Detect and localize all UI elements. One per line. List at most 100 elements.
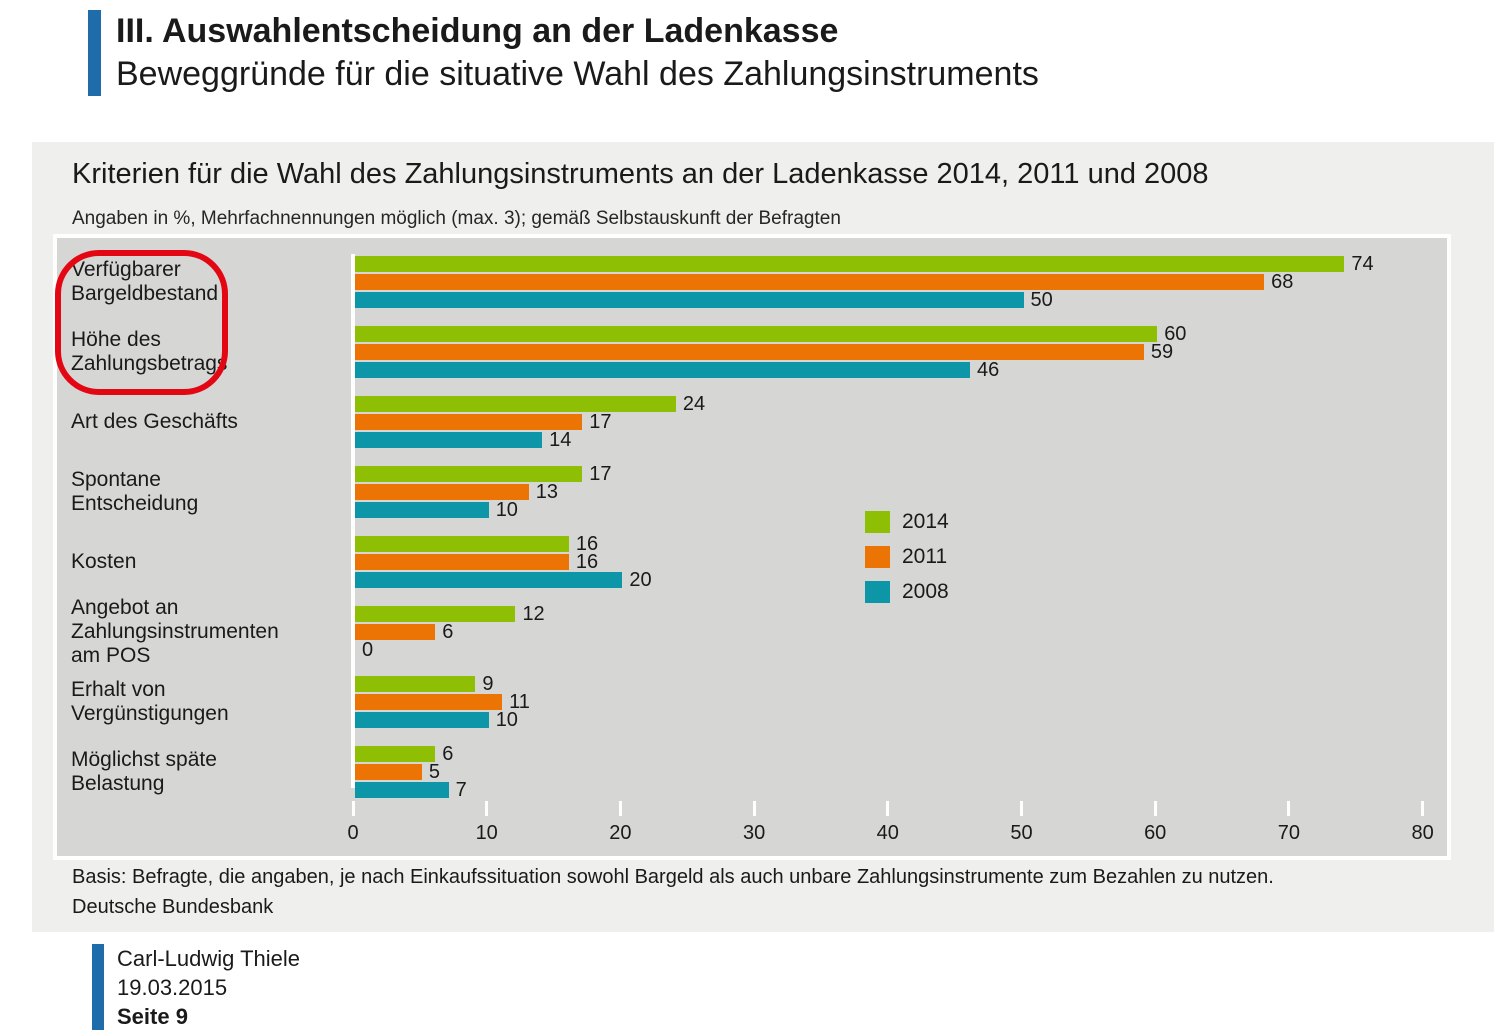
bar-value-label: 17 — [589, 410, 612, 433]
bar-group: 60 59 46 — [355, 323, 1447, 381]
axis-tick-label: 0 — [347, 822, 359, 844]
legend-swatch — [865, 581, 890, 603]
legend-item: 2011 — [865, 545, 949, 569]
category-label: Möglichst späte Belastung — [71, 748, 217, 795]
legend-swatch — [865, 511, 890, 533]
slide-subtitle: Beweggründe für die situative Wahl des Z… — [116, 55, 1039, 93]
bar-value-label: 24 — [682, 392, 706, 415]
chart-title: Kriterien für die Wahl des Zahlungsinstr… — [72, 158, 1209, 190]
bar-row: 17 — [355, 463, 612, 485]
bar-value-label: 16 — [575, 550, 599, 573]
axis-tick — [752, 801, 756, 816]
axis-tick — [886, 801, 890, 816]
bar-2014 — [355, 536, 569, 552]
bar-row: 9 — [355, 673, 493, 695]
legend-label: 2014 — [902, 510, 949, 533]
slide-header: III. Auswahlentscheidung an der Ladenkas… — [88, 10, 1039, 96]
bar-2014 — [355, 676, 476, 692]
bar-row: 11 — [355, 691, 530, 713]
footer-author: Carl-Ludwig Thiele — [117, 946, 301, 971]
bar-value-label: 17 — [589, 462, 612, 485]
chart-legend: 2014 2011 2008 — [865, 510, 949, 615]
axis-tick-label: 30 — [742, 822, 766, 844]
footer-date: 19.03.2015 — [117, 975, 228, 1000]
bar-value-label: 74 — [1351, 252, 1374, 275]
bar-row: 24 — [355, 393, 705, 415]
bar-row: 10 — [355, 499, 518, 521]
bar-value-label: 59 — [1150, 340, 1174, 363]
bar-value-label: 68 — [1271, 270, 1294, 293]
bar-2014 — [355, 606, 516, 622]
bar-2011 — [355, 694, 503, 710]
bar-row: 13 — [355, 481, 558, 503]
category-label: Spontane Entscheidung — [71, 468, 199, 515]
highlight-annotation-oval — [55, 250, 228, 395]
bar-2011 — [355, 344, 1144, 360]
bar-2011 — [355, 554, 569, 570]
bar-value-label: 12 — [522, 602, 545, 625]
bar-value-label: 16 — [575, 532, 599, 555]
footer-accent-bar — [92, 944, 104, 1030]
bar-group: 24 17 14 — [355, 393, 1447, 451]
bar-2008 — [355, 782, 449, 798]
bar-row: 7 — [355, 779, 467, 801]
bar-2008 — [355, 432, 543, 448]
header-text-block: III. Auswahlentscheidung an der Ladenkas… — [116, 10, 1039, 96]
bar-group: 74 68 50 — [355, 253, 1447, 311]
bar-row: 60 — [355, 323, 1186, 345]
bar-row: 50 — [355, 289, 1053, 311]
legend-label: 2008 — [902, 580, 949, 603]
bar-2014 — [355, 326, 1158, 342]
axis-tick-label: 40 — [876, 822, 899, 844]
bar-row: 0 — [355, 639, 373, 661]
category-label: Kosten — [71, 550, 137, 573]
bar-2008 — [355, 712, 489, 728]
bar-2011 — [355, 764, 422, 780]
chart-source: Deutsche Bundesbank — [72, 896, 274, 918]
header-accent-bar — [88, 10, 101, 96]
bar-group: 17 13 10 — [355, 463, 1447, 521]
footer-text-block: Carl-Ludwig Thiele 19.03.2015 Seite 9 — [117, 944, 300, 1031]
bar-group: 9 11 10 — [355, 673, 1447, 731]
bar-2011 — [355, 274, 1265, 290]
bar-row: 6 — [355, 621, 453, 643]
bar-group: 12 6 0 — [355, 602, 1447, 661]
bar-value-label: 14 — [549, 428, 572, 451]
axis-tick — [1020, 801, 1023, 816]
bar-value-label: 50 — [1030, 288, 1053, 311]
bar-row: 68 — [355, 271, 1293, 293]
bar-row: 59 — [355, 341, 1173, 363]
bar-row: 14 — [355, 429, 571, 451]
chart-basis-note: Basis: Befragte, die angaben, je nach Ei… — [72, 866, 1274, 888]
axis-tick — [618, 801, 622, 816]
bar-row: 6 — [355, 743, 453, 765]
bar-value-label: 10 — [495, 708, 518, 731]
axis-tick — [1287, 801, 1291, 816]
bar-row: 74 — [355, 253, 1374, 275]
bar-2008 — [355, 572, 623, 588]
bar-row: 16 — [355, 551, 598, 573]
plot-area: Verfügbarer Bargeldbestand Höhe des Zahlu… — [53, 234, 1451, 860]
category-label: Angebot an Zahlungsinstrumenten am POS — [71, 596, 279, 667]
axis-tick — [351, 801, 355, 816]
bar-row: 5 — [355, 761, 440, 783]
bar-2011 — [355, 624, 436, 640]
axis-tick-label: 60 — [1144, 822, 1167, 844]
slide-footer: Carl-Ludwig Thiele 19.03.2015 Seite 9 — [92, 944, 300, 1031]
legend-swatch — [865, 546, 890, 568]
bar-value-label: 10 — [495, 498, 518, 521]
bar-row: 10 — [355, 709, 518, 731]
axis-tick-label: 80 — [1411, 822, 1434, 844]
bar-value-label: 6 — [442, 620, 454, 643]
bar-group: 16 16 20 — [355, 532, 1447, 591]
bar-2014 — [355, 256, 1345, 272]
bar-row: 20 — [355, 569, 652, 591]
bar-value-label: 7 — [455, 778, 467, 801]
axis-tick — [485, 801, 489, 816]
axis-tick — [1153, 801, 1157, 816]
bar-row: 17 — [355, 411, 612, 433]
bar-2008 — [355, 502, 489, 518]
bar-value-label: 5 — [428, 760, 440, 783]
chart-panel: Kriterien für die Wahl des Zahlungsinstr… — [32, 142, 1494, 932]
